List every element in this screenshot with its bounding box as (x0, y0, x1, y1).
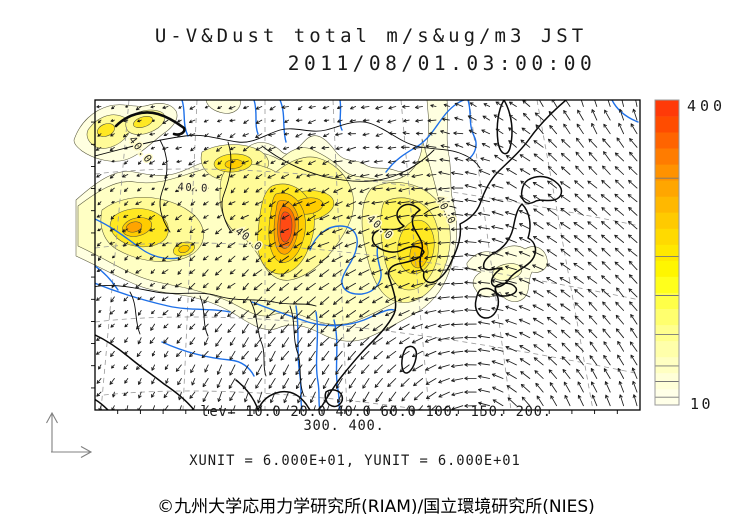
coastline-hokkaido (520, 175, 563, 204)
contour-levels-text-line-1: lev= 10.0 20.0 40.0 60.0 100. 150. 200. (200, 404, 551, 420)
title-line-2: 2011/08/01.03:00:00 (288, 52, 597, 75)
dust-contour-level-10 (205, 100, 241, 114)
dust-contour-level-400 (279, 211, 293, 243)
colorbar-block (655, 180, 679, 197)
colorbar-block (655, 148, 679, 165)
colorbar-block (655, 100, 679, 117)
colorbar-block (655, 196, 679, 213)
x-axis-arrow (51, 446, 93, 458)
dust-contour-level-100 (97, 123, 115, 137)
colorbar-block (655, 164, 679, 181)
dust-contour-level-100 (133, 116, 153, 128)
colorbar-max-label: 400 (687, 97, 726, 115)
wind-vector-field (95, 100, 638, 410)
colorbar-outline (654, 99, 680, 406)
coastline-south-asia (95, 334, 311, 410)
colorbar-block (655, 324, 679, 342)
colorbar-min-label: 10 (690, 395, 713, 413)
colorbar: 400 10 (654, 97, 726, 413)
mountain-ridge-line (114, 111, 186, 136)
colorbar-ticks (655, 177, 679, 398)
y-axis-arrow (46, 411, 58, 452)
credit-text: ©九州大学応用力学研究所(RIAM)/国立環境研究所(NIES) (157, 497, 595, 517)
dust-contour-level-200 (125, 221, 143, 233)
coastline-path (317, 100, 567, 410)
coastline-shikoku (494, 282, 518, 297)
title-line-1: U-V&Dust total m/s&ug/m3 JST (155, 25, 587, 47)
colorbar-block (655, 340, 679, 358)
colorbar-block (655, 132, 679, 149)
coastline-kyushu (474, 287, 500, 319)
colorbar-block (655, 228, 679, 245)
colorbar-block (655, 244, 679, 261)
contour-levels-text-line-2: 300. 400. (303, 418, 384, 434)
river-path (309, 225, 382, 295)
coastlines (95, 100, 567, 410)
map-frame-ticks (91, 121, 618, 414)
coastline-taiwan (401, 345, 418, 374)
vector-units-text: XUNIT = 6.000E+01, YUNIT = 6.000E+01 (189, 453, 520, 469)
country-border-path (159, 139, 232, 233)
country-border-path (95, 205, 457, 397)
colorbar-gradient (655, 100, 679, 406)
contour-label: 40.0 (177, 181, 209, 195)
country-border-path (261, 145, 435, 182)
dust-contour-level-150 (178, 244, 190, 254)
coastline-sakhalin (496, 100, 513, 155)
river-path (95, 218, 231, 313)
colorbar-block (655, 276, 679, 293)
colorbar-block (655, 116, 679, 133)
colorbar-block (655, 212, 679, 229)
river-path (251, 301, 395, 327)
axis-orientation-arrows (46, 411, 93, 458)
colorbar-block (655, 356, 679, 374)
colorbar-block (655, 260, 679, 277)
colorbar-block (655, 292, 679, 309)
colorbar-block (655, 308, 679, 326)
river-path (181, 100, 639, 173)
coastline-honshu (482, 203, 537, 288)
